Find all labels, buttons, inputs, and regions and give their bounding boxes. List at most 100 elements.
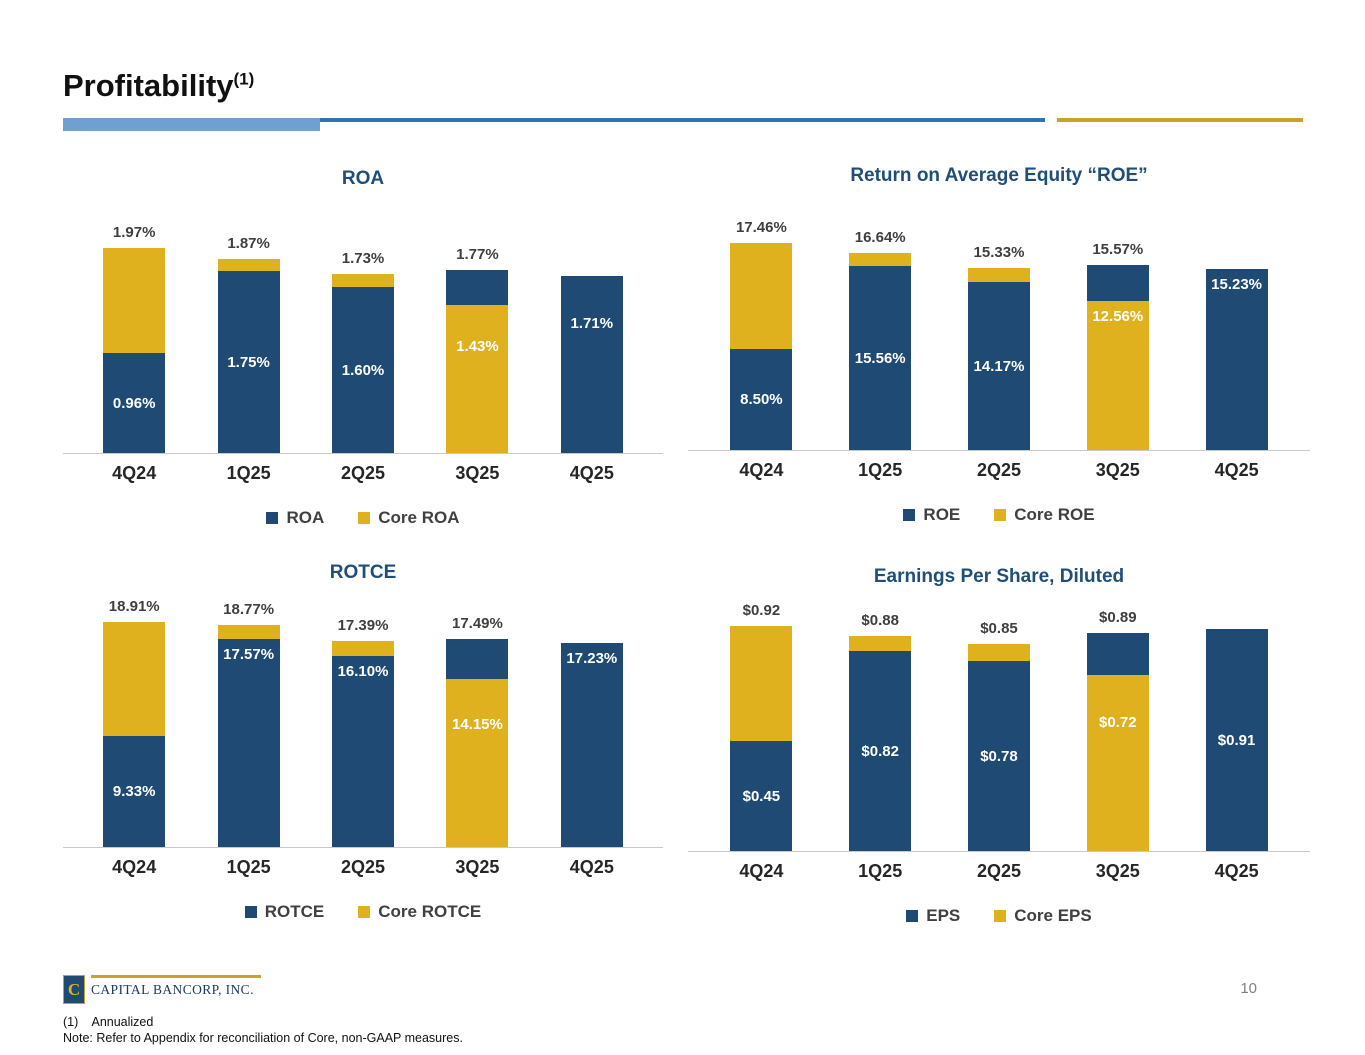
bar-segment-navy: 1.60%: [332, 287, 395, 453]
category-label-4Q24: 4Q24: [112, 857, 157, 877]
bar-segment-gold: [217, 625, 280, 639]
bar-inner-value: 17.57%: [223, 646, 275, 663]
bar-top-value: 18.91%: [108, 598, 160, 615]
bar-top-value: $0.85: [980, 620, 1018, 637]
legend-swatch-navy: [244, 906, 257, 918]
legend-label: ROE: [923, 505, 961, 524]
bar-top-value: $0.88: [861, 612, 899, 629]
bar-column-4Q25: 17.23%: [535, 598, 649, 847]
bar-segment-gold: $0.72: [1086, 675, 1149, 851]
divider-blue-line: [63, 118, 1045, 122]
legend-swatch-gold: [358, 512, 371, 524]
chart-plot: 0.96% 1.97% 1.75% 1.87% 1.60% 1.73% 1.43% 1.77%…: [63, 204, 663, 454]
bar-top-value: $0.89: [1099, 609, 1137, 626]
bar-segment-navy: [446, 270, 509, 305]
bar-segment-gold: 14.15%: [446, 679, 509, 847]
bar-column-3Q25: 14.15% 17.49%: [420, 598, 534, 847]
bar-segment-navy: [446, 639, 509, 679]
category-label-1Q25: 1Q25: [226, 463, 271, 483]
bar-segment-navy: 17.57%: [217, 639, 280, 847]
capital-bancorp-logo-icon: C: [63, 975, 85, 1004]
bar-4Q25: 1.71%: [560, 276, 623, 453]
legend-item: Core ROA: [358, 508, 460, 528]
page-title: Profitability(1): [63, 68, 254, 104]
chart-title-rotce: ROTCE: [329, 562, 397, 583]
chart-rotce: ROTCE 9.33% 18.91% 17.57% 18.77% 16.10% 17.39…: [63, 562, 663, 922]
legend-label: Core ROTCE: [378, 902, 482, 921]
bar-column-4Q24: $0.45 $0.92: [702, 602, 821, 851]
bar-top-value: $0.92: [742, 602, 781, 619]
legend-item: Core ROTCE: [358, 902, 481, 922]
bar-segment-navy: 0.96%: [103, 353, 166, 453]
chart-title-roe: Return on Average Equity “ROE”: [850, 165, 1148, 186]
page-title-footnote-ref: (1): [233, 69, 255, 89]
category-label-3Q25: 3Q25: [455, 463, 500, 483]
bar-segment-navy: 17.23%: [560, 643, 623, 847]
bar-segment-gold: [730, 243, 793, 349]
footnotes: (1) Annualized Note: Refer to Appendix f…: [63, 1014, 463, 1047]
legend-label: EPS: [926, 906, 961, 925]
category-label-3Q25: 3Q25: [1095, 861, 1140, 881]
bar-3Q25: $0.72: [1086, 633, 1149, 851]
page-number: 10: [1240, 980, 1257, 997]
category-label-4Q25: 4Q25: [569, 463, 614, 483]
legend-swatch-gold: [358, 906, 371, 918]
bar-2Q25: 1.60%: [332, 274, 395, 453]
chart-legend: ROA Core ROA: [63, 508, 663, 528]
bar-column-2Q25: 14.17% 15.33%: [940, 201, 1059, 450]
chart-plot: 8.50% 17.46% 15.56% 16.64% 14.17% 15.33% 12.56…: [688, 201, 1310, 451]
page-title-text: Profitability: [63, 68, 234, 103]
bar-column-1Q25: $0.82 $0.88: [821, 602, 940, 851]
legend-item: ROTCE: [244, 902, 324, 922]
legend-label: Core ROE: [1014, 505, 1095, 524]
bar-column-2Q25: $0.78 $0.85: [940, 602, 1059, 851]
chart-eps: Earnings Per Share, Diluted $0.45 $0.92 $0…: [688, 566, 1310, 926]
category-label-4Q25: 4Q25: [1214, 861, 1259, 881]
bar-segment-gold: [967, 644, 1030, 661]
bar-segment-gold: 1.43%: [446, 305, 509, 453]
legend-item: ROE: [903, 505, 960, 525]
bar-segment-navy: 1.71%: [560, 276, 623, 453]
bar-inner-value: $0.78: [980, 747, 1018, 765]
bar-4Q24: 8.50%: [730, 243, 793, 450]
bar-4Q25: $0.91: [1205, 629, 1268, 851]
bar-inner-value: 14.17%: [973, 357, 1025, 375]
bar-segment-navy: 14.17%: [967, 282, 1030, 450]
bar-top-value: 17.46%: [735, 219, 787, 236]
bar-segment-gold: 12.56%: [1086, 301, 1149, 450]
chart-categories: 4Q24 1Q25 2Q25 3Q25 4Q25: [63, 463, 663, 484]
bar-inner-value: $0.82: [861, 742, 899, 760]
chart-title-roa: ROA: [341, 168, 385, 189]
bar-inner-value: 0.96%: [112, 394, 156, 412]
bar-top-value: 16.64%: [854, 229, 906, 246]
bar-column-3Q25: 12.56% 15.57%: [1058, 201, 1177, 450]
bar-segment-navy: $0.78: [967, 661, 1030, 851]
category-label-4Q25: 4Q25: [1214, 460, 1259, 480]
logo-text: CAPITAL BANCORP, INC.: [91, 982, 254, 997]
chart-legend: ROE Core ROE: [688, 505, 1310, 525]
bar-4Q25: 15.23%: [1205, 269, 1268, 450]
bar-1Q25: 17.57%: [217, 625, 280, 847]
bar-inner-value: 1.75%: [227, 353, 270, 371]
bar-segment-navy: 8.50%: [730, 349, 793, 450]
bar-2Q25: $0.78: [967, 644, 1030, 851]
legend-swatch-navy: [903, 509, 916, 521]
bar-segment-navy: [1086, 633, 1149, 675]
bar-top-value: 1.77%: [456, 246, 499, 263]
bar-column-3Q25: 1.43% 1.77%: [420, 204, 534, 453]
bar-segment-navy: 15.23%: [1205, 269, 1268, 450]
logo-text-wrap: CAPITAL BANCORP, INC.: [91, 975, 261, 998]
bar-top-value: 1.87%: [227, 235, 270, 252]
bar-top-value: 15.33%: [973, 244, 1025, 261]
bar-column-1Q25: 15.56% 16.64%: [821, 201, 940, 450]
legend-item: EPS: [906, 906, 960, 926]
divider-gold-line: [1057, 118, 1303, 122]
chart-roe: Return on Average Equity “ROE” 8.50% 17.4…: [688, 165, 1310, 525]
category-label-3Q25: 3Q25: [455, 857, 500, 877]
legend-item: Core ROE: [994, 505, 1095, 525]
footnote-non-gaap: Note: Refer to Appendix for reconciliati…: [63, 1031, 463, 1046]
bar-segment-gold: [730, 626, 793, 741]
bar-inner-value: 15.23%: [1211, 276, 1263, 293]
bar-3Q25: 14.15%: [446, 639, 509, 847]
company-logo: C CAPITAL BANCORP, INC.: [63, 975, 261, 1004]
